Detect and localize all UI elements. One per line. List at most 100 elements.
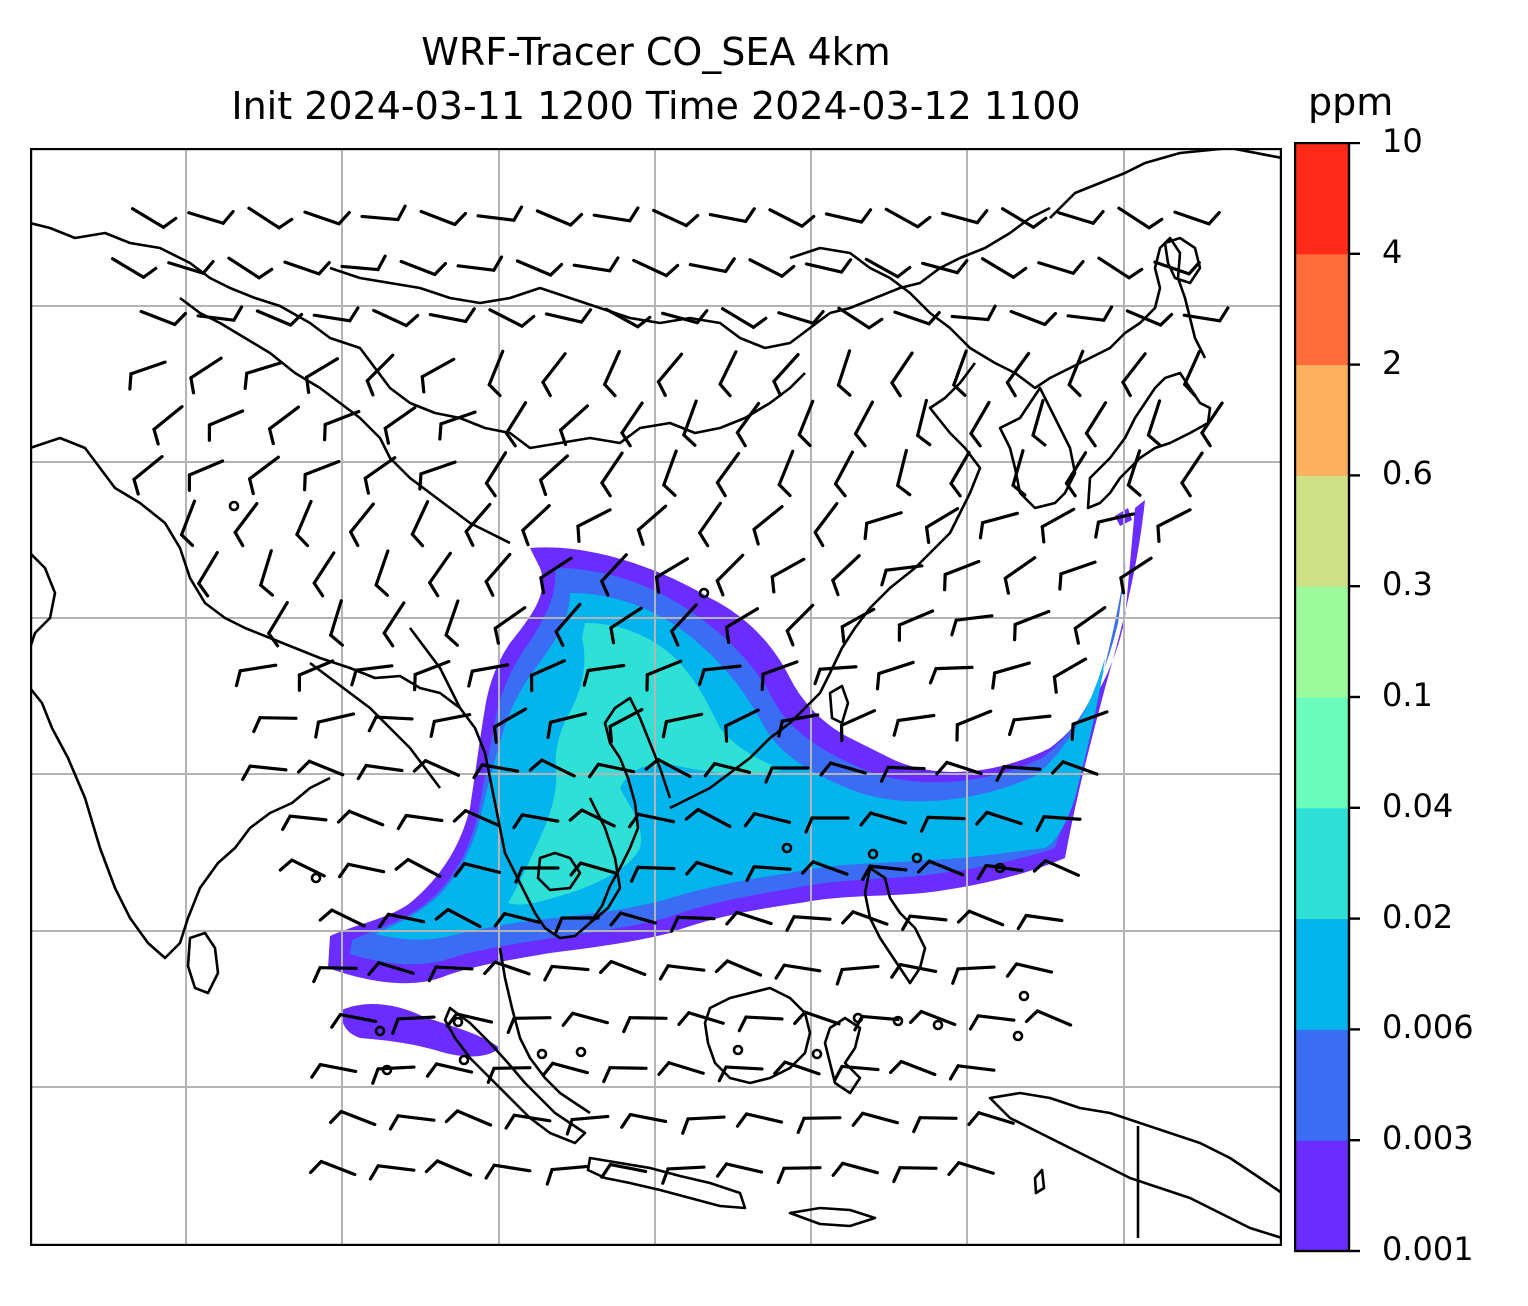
wind-barb <box>1064 451 1088 498</box>
wind-barb <box>336 809 385 827</box>
wind-barbs <box>110 204 1230 1186</box>
wind-barb <box>350 664 394 687</box>
wind-barb <box>901 914 948 932</box>
new-guinea <box>988 1091 1282 1240</box>
wind-barb <box>841 910 889 926</box>
wind-barb <box>670 603 698 647</box>
colorbar-segments <box>1295 143 1349 1252</box>
wind-barb <box>921 259 969 275</box>
wind-barb <box>1121 352 1147 398</box>
colorbar-segment <box>1295 364 1349 476</box>
wind-barb <box>1009 309 1058 327</box>
wind-barb <box>777 310 825 325</box>
wind-barb <box>697 664 742 687</box>
wind-barb <box>950 614 994 637</box>
wind-barb <box>888 1059 937 1077</box>
wind-barb <box>363 456 397 495</box>
colorbar-segment <box>1295 143 1349 255</box>
wind-barb <box>969 400 991 448</box>
wind-barb <box>267 600 289 648</box>
sumatra <box>443 1006 587 1145</box>
wind-barb <box>233 502 259 548</box>
wind-barb <box>950 304 997 322</box>
wind-barb <box>394 857 442 879</box>
colorbar-segment <box>1295 918 1349 1030</box>
wind-barb <box>312 966 358 984</box>
wind-barb <box>427 965 474 983</box>
wind-barb <box>620 401 644 448</box>
wind-barb <box>565 1114 610 1136</box>
wind-barb <box>484 552 512 597</box>
colorbar-tick-label: 0.02 <box>1382 897 1454 936</box>
wind-barb <box>943 559 981 592</box>
wind-barb <box>600 451 624 498</box>
wind-barb <box>295 499 313 548</box>
colorbar-segment <box>1295 586 1349 698</box>
wind-barb <box>484 451 508 498</box>
wind-barb <box>735 401 761 448</box>
small-island <box>1033 1168 1046 1195</box>
wind-barb <box>445 1012 494 1028</box>
wind-barb <box>234 663 278 688</box>
wind-barb <box>128 360 167 391</box>
wind-barb <box>644 757 692 779</box>
colorbar-tick-label: 0.003 <box>1382 1119 1474 1158</box>
wind-barb <box>197 550 219 598</box>
wind-barb <box>1037 260 1085 275</box>
wind-barb <box>310 1062 358 1079</box>
wind-barb <box>652 208 700 228</box>
wind-barb <box>189 356 223 395</box>
wind-barb <box>452 809 501 827</box>
wind-barb <box>793 1010 841 1026</box>
wind-barb <box>1117 206 1164 230</box>
map-subtitle: Init 2024-03-11 1200 Time 2024-03-12 110… <box>231 84 1081 128</box>
wind-barb <box>543 964 590 982</box>
wind-barb <box>187 210 235 225</box>
arabia-coast <box>30 552 57 649</box>
wind-barb <box>952 349 968 397</box>
wind-barb <box>493 912 542 928</box>
wind-barb <box>1097 256 1144 280</box>
wind-barb <box>554 602 582 647</box>
malay-peninsula <box>498 947 591 1115</box>
wind-barb <box>487 349 505 398</box>
wind-barb <box>839 709 877 743</box>
wind-barb <box>770 557 806 594</box>
indochina <box>458 696 672 940</box>
wind-barb <box>785 915 832 932</box>
wind-barb <box>995 765 1042 782</box>
vietnam-coast <box>588 797 622 924</box>
wind-barb <box>851 1111 899 1127</box>
wind-barb <box>568 808 616 828</box>
wind-barb <box>413 659 451 692</box>
wind-barb <box>935 760 983 776</box>
wind-barb <box>924 507 960 544</box>
wind-barb <box>840 607 876 644</box>
wind-barb <box>1153 260 1201 276</box>
wind-barb <box>804 816 850 834</box>
wind-barb <box>875 660 915 691</box>
wind-barb <box>804 258 853 274</box>
wind-barb <box>717 1065 764 1083</box>
wind-barb <box>609 911 657 927</box>
wind-barb <box>629 865 676 883</box>
wind-barb <box>604 307 652 329</box>
wind-barb <box>703 762 752 778</box>
wind-barb <box>661 1165 706 1185</box>
wind-barb <box>545 1164 590 1186</box>
wind-barb <box>896 448 912 497</box>
wind-barb <box>486 1066 532 1085</box>
wind-barb <box>1024 1009 1073 1027</box>
mongolia-border <box>329 206 1051 350</box>
wind-barb <box>338 862 386 879</box>
wind-barb <box>444 1109 493 1127</box>
wind-barb <box>255 309 304 327</box>
wind-barb <box>725 910 773 926</box>
wind-barb <box>492 707 528 744</box>
wind-barb <box>768 208 816 228</box>
wind-barb <box>1058 560 1097 591</box>
wind-barb <box>297 659 335 692</box>
wind-barb <box>967 1111 1015 1126</box>
wind-barb <box>864 257 912 279</box>
wind-barb <box>833 1064 880 1082</box>
